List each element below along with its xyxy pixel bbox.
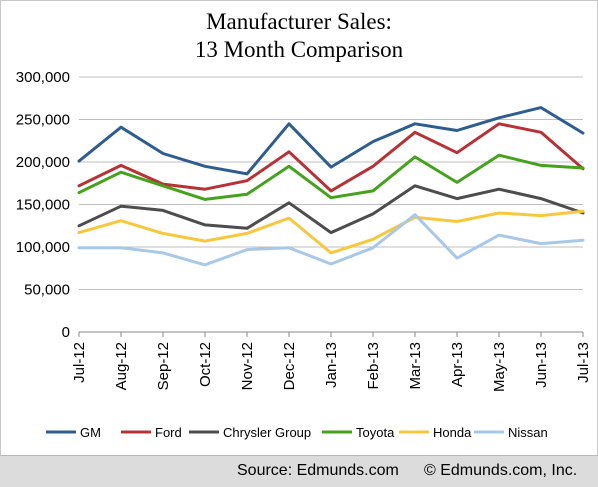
y-tick-label: 250,000	[16, 112, 70, 129]
x-tick-label: Mar-13	[407, 342, 424, 390]
chart-title: Manufacturer Sales:	[206, 9, 392, 34]
x-tick-label: Jun-13	[533, 342, 550, 388]
legend-label-toyota: Toyota	[356, 425, 395, 440]
legend-label-honda: Honda	[433, 425, 472, 440]
x-tick-label: Dec-12	[281, 342, 298, 390]
x-tick-label: Nov-12	[239, 342, 256, 390]
y-tick-label: 200,000	[16, 154, 70, 171]
x-tick-label: Sep-12	[155, 342, 172, 390]
x-tick-label: May-13	[491, 342, 508, 392]
source-text: Source: Edmunds.com	[237, 462, 399, 479]
series-line-nissan	[77, 213, 585, 267]
legend-label-chrysler-group: Chrysler Group	[223, 425, 311, 440]
x-tick-label: Aug-12	[113, 342, 130, 390]
footer-bar: Source: Edmunds.com © Edmunds.com, Inc.	[0, 455, 598, 487]
legend-label-nissan: Nissan	[508, 425, 548, 440]
chart-subtitle: 13 Month Comparison	[194, 37, 404, 62]
series-line-chrysler-group	[77, 184, 585, 235]
series-line-gm	[77, 106, 585, 176]
series-line-ford	[77, 122, 585, 193]
x-tick-label: Feb-13	[365, 342, 382, 390]
x-tick-label: Jul-12	[71, 342, 88, 383]
y-tick-label: 50,000	[24, 282, 70, 299]
y-tick-label: 150,000	[16, 197, 70, 214]
x-tick-label: Jul-13	[575, 342, 592, 383]
legend-label-ford: Ford	[155, 425, 182, 440]
series-line-honda	[77, 209, 585, 255]
y-tick-label: 100,000	[16, 239, 70, 256]
series-line-toyota	[77, 153, 585, 201]
x-tick-label: Apr-13	[449, 342, 466, 387]
copyright-text: © Edmunds.com, Inc.	[424, 462, 578, 479]
legend-label-gm: GM	[80, 425, 101, 440]
y-tick-label: 300,000	[16, 69, 70, 86]
x-tick-label: Oct-12	[197, 342, 214, 387]
x-tick-label: Jan-13	[323, 342, 340, 388]
y-tick-label: 0	[62, 324, 70, 341]
line-chart: 0 50,000 100,000 150,000 200,000 250,000 300,0…	[16, 69, 592, 440]
